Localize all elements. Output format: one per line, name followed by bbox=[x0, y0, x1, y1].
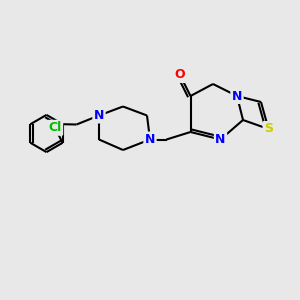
Text: S: S bbox=[264, 122, 273, 136]
Text: N: N bbox=[94, 109, 104, 122]
Text: O: O bbox=[175, 68, 185, 82]
Text: N: N bbox=[232, 89, 242, 103]
Text: Cl: Cl bbox=[49, 121, 62, 134]
Text: N: N bbox=[215, 133, 226, 146]
Text: N: N bbox=[145, 133, 155, 146]
